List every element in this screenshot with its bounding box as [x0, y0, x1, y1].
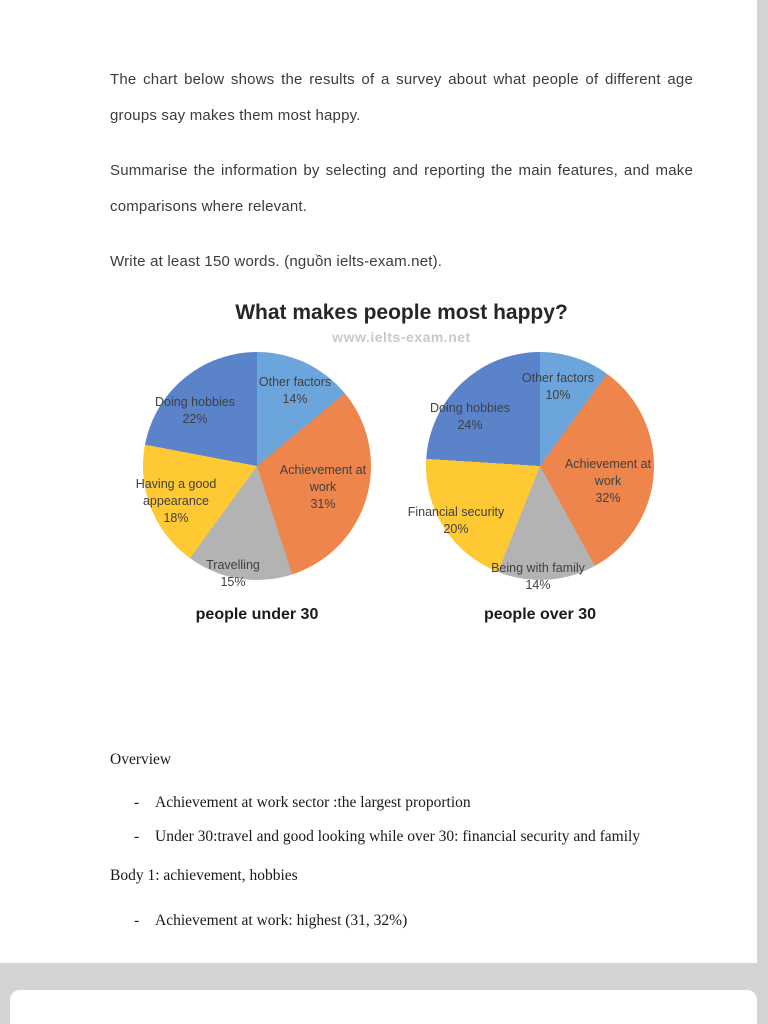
pie-label-pct: 32%	[595, 491, 621, 505]
pie-label-travelling: Travelling 15%	[183, 557, 283, 591]
body1-heading: Body 1: achievement, hobbies	[110, 867, 298, 884]
list-item: - Achievement at work sector :the larges…	[110, 793, 693, 812]
pie-chart-over-30: Other factors 10% Achievement at work 32…	[405, 350, 675, 640]
list-item-text: Achievement at work: highest (31, 32%)	[155, 912, 408, 929]
pie-chart-under-30: Other factors 14% Achievement at work 31…	[122, 350, 392, 640]
pie-label-doing-hobbies: Doing hobbies 24%	[415, 400, 525, 434]
bullet-dash: -	[134, 828, 140, 845]
pie-label-other-factors: Other factors 10%	[498, 370, 618, 404]
pie-label-text: Other factors	[258, 375, 332, 389]
chart-title: What makes people most happy?	[235, 301, 568, 324]
pie-label-having-a-good-appearance: Having a good appearance 18%	[120, 476, 232, 527]
pie-label-text: Having a good appearance	[135, 477, 217, 508]
pie-label-pct: 20%	[443, 522, 469, 536]
pie-label-pct: 10%	[545, 388, 571, 402]
pie-label-pct: 15%	[220, 575, 246, 589]
pie-label-text: Doing hobbies	[430, 401, 510, 415]
list-item: - Achievement at work: highest (31, 32%)	[110, 911, 693, 930]
pie-label-doing-hobbies: Doing hobbies 22%	[140, 394, 250, 428]
pie-over-30-circle	[426, 352, 654, 580]
pie-label-pct: 18%	[163, 511, 189, 525]
pie-caption-over-30: people over 30	[483, 606, 597, 623]
pie-under-30-circle	[143, 352, 371, 580]
task-paragraph-2: Summarise the information by selecting a…	[110, 162, 693, 215]
list-item: - Under 30:travel and good looking while…	[110, 827, 693, 846]
pie-label-pct: 22%	[182, 412, 208, 426]
pie-label-pct: 24%	[457, 418, 483, 432]
pie-label-text: Travelling	[206, 558, 260, 572]
pie-label-other-factors: Other factors 14%	[235, 374, 355, 408]
pie-label-pct: 14%	[525, 578, 551, 592]
task-paragraph-1: The chart below shows the results of a s…	[110, 71, 693, 124]
pie-label-text: Achievement at work	[279, 463, 367, 494]
pie-label-text: Being with family	[491, 561, 585, 575]
pie-label-achievement-at-work: Achievement at work 32%	[552, 456, 664, 507]
next-page-edge	[10, 990, 757, 1024]
pie-label-text: Other factors	[521, 371, 595, 385]
pie-label-financial-security: Financial security 20%	[391, 504, 521, 538]
bullet-dash: -	[134, 912, 140, 929]
task-paragraph-3: Write at least 150 words. (nguồn ielts-e…	[110, 253, 443, 270]
pie-label-pct: 14%	[282, 392, 308, 406]
list-item-text: Achievement at work sector :the largest …	[155, 794, 471, 811]
pie-label-text: Achievement at work	[564, 457, 652, 488]
document-page: The chart below shows the results of a s…	[0, 0, 757, 963]
list-item-text: Under 30:travel and good looking while o…	[155, 828, 641, 845]
bullet-dash: -	[134, 794, 140, 811]
pie-label-achievement-at-work: Achievement at work 31%	[268, 462, 378, 513]
chart-figure: What makes people most happy? www.ielts-…	[110, 300, 693, 640]
overview-heading: Overview	[110, 751, 172, 768]
pie-label-pct: 31%	[310, 497, 336, 511]
notes-section: Overview - Achievement at work sector :t…	[110, 750, 693, 930]
pie-label-being-with-family: Being with family 14%	[473, 560, 603, 594]
pie-label-text: Doing hobbies	[155, 395, 235, 409]
chart-watermark: www.ielts-exam.net	[332, 329, 471, 345]
pie-charts-row: Other factors 14% Achievement at work 31…	[110, 350, 693, 640]
page-content: The chart below shows the results of a s…	[110, 71, 693, 930]
pie-caption-under-30: people under 30	[195, 606, 319, 623]
pie-label-text: Financial security	[407, 505, 505, 519]
